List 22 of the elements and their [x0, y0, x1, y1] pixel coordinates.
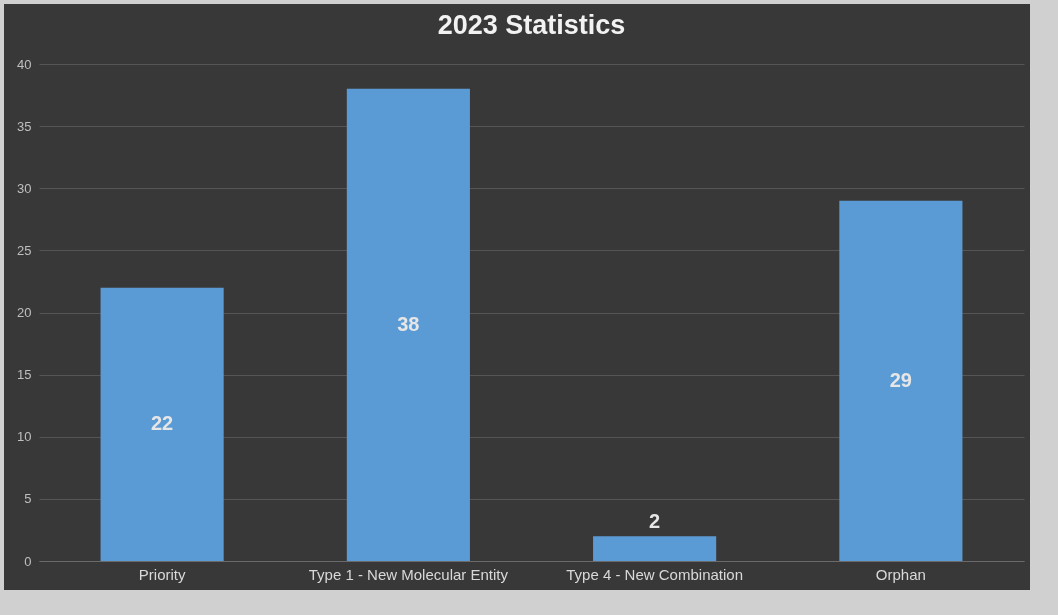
bar	[346, 88, 470, 561]
bar	[839, 200, 963, 561]
y-tick-label: 35	[17, 118, 32, 134]
data-label: 29	[889, 368, 912, 391]
y-tick-label: 10	[17, 429, 32, 445]
data-label: 38	[397, 312, 420, 335]
y-tick-label: 20	[17, 305, 32, 320]
data-label: 22	[151, 412, 174, 435]
data-label: 2	[649, 510, 661, 533]
x-tick-label: Priority	[138, 565, 186, 583]
y-tick-label: 5	[24, 491, 32, 507]
y-tick-label: 0	[24, 553, 32, 569]
x-tick-label: Type 4 - New Combination	[566, 565, 743, 583]
y-tick-label: 15	[17, 367, 32, 383]
y-tick-label: 25	[17, 242, 32, 258]
bar	[593, 536, 717, 561]
y-tick-label: 30	[17, 180, 32, 196]
x-tick-label: Orphan	[875, 565, 926, 583]
y-tick-label: 40	[17, 56, 32, 72]
x-tick-label: Type 1 - New Molecular Entity	[308, 565, 509, 583]
chart-title: 2023 Statistics	[437, 10, 626, 40]
bar	[100, 287, 224, 561]
